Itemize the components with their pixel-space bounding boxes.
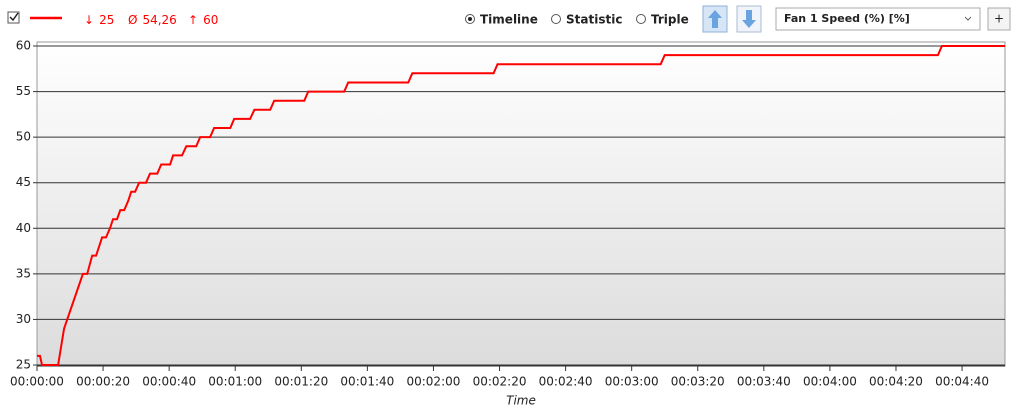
x-axis-label: Time bbox=[506, 394, 536, 408]
add-button-text: + bbox=[994, 12, 1004, 26]
series-line bbox=[37, 45, 1005, 366]
x-tick-label: 00:01:20 bbox=[274, 375, 328, 389]
stat: ↑ 60 bbox=[188, 13, 218, 27]
radio-label: Timeline bbox=[480, 13, 538, 27]
view-radios: Timeline Statistic Triple bbox=[465, 13, 689, 27]
stat-symbol: ↓ bbox=[84, 13, 94, 27]
checkbox[interactable] bbox=[7, 11, 20, 24]
x-tick-label: 00:00:00 bbox=[10, 375, 64, 389]
x-tick-label: 00:00:20 bbox=[76, 375, 130, 389]
stat: ↓ 25 bbox=[84, 13, 114, 27]
x-tick-label: 00:04:40 bbox=[935, 375, 989, 389]
x-tick-label: 00:04:20 bbox=[869, 375, 923, 389]
radio[interactable] bbox=[636, 14, 646, 24]
y-tick-label: 60 bbox=[16, 39, 31, 53]
stat-value: 25 bbox=[99, 13, 114, 27]
x-tick-label: 00:01:00 bbox=[208, 375, 262, 389]
y-tick-label: 35 bbox=[16, 266, 31, 280]
x-tick-label: 00:01:40 bbox=[340, 375, 394, 389]
check-mark bbox=[9, 12, 19, 22]
stat: Ø 54,26 bbox=[128, 13, 177, 27]
y-tick-label: 40 bbox=[16, 221, 31, 235]
radio-label: Triple bbox=[651, 13, 689, 27]
stat-symbol: Ø bbox=[128, 13, 137, 27]
x-tick-label: 00:00:40 bbox=[142, 375, 196, 389]
y-tick-label: 30 bbox=[16, 312, 31, 326]
sensor-dropdown[interactable] bbox=[775, 7, 981, 31]
y-tick-label: 45 bbox=[16, 175, 31, 189]
radio-dot bbox=[468, 17, 472, 21]
plot-area bbox=[36, 41, 1006, 367]
x-tick-label: 00:02:00 bbox=[406, 375, 460, 389]
stat-value: 60 bbox=[203, 13, 218, 27]
x-tick-label: 00:02:20 bbox=[473, 375, 527, 389]
y-tick-label: 50 bbox=[16, 130, 31, 144]
x-tick-label: 00:03:20 bbox=[671, 375, 725, 389]
x-tick-label: 00:04:00 bbox=[803, 375, 857, 389]
x-tick-label: 00:02:40 bbox=[539, 375, 593, 389]
sensor-dropdown-text: Fan 1 Speed (%) [%] bbox=[784, 12, 910, 25]
stat-symbol: ↑ bbox=[188, 13, 198, 27]
dropdown-chevron bbox=[964, 16, 972, 21]
x-tick-label: 00:03:00 bbox=[605, 375, 659, 389]
up-arrow-icon bbox=[708, 10, 722, 28]
radio[interactable] bbox=[551, 14, 561, 24]
add-button[interactable] bbox=[987, 7, 1011, 31]
radio-label: Statistic bbox=[566, 13, 622, 27]
stat-value: 54,26 bbox=[142, 13, 176, 27]
down-arrow-icon bbox=[742, 10, 756, 28]
x-tick-label: 00:03:40 bbox=[737, 375, 791, 389]
y-tick-label: 55 bbox=[16, 84, 31, 98]
y-tick-label: 25 bbox=[16, 358, 31, 372]
stats: ↓ 25 Ø 54,26 ↑ 60 bbox=[84, 13, 218, 27]
